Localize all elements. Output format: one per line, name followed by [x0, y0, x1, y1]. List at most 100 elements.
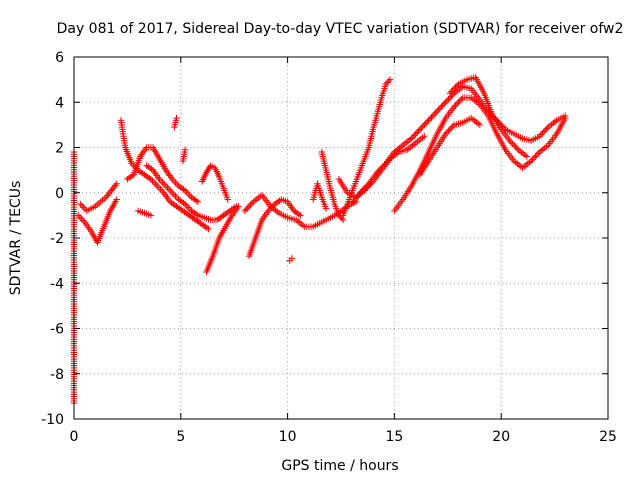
data-point-marker — [218, 213, 226, 220]
data-track — [171, 114, 180, 131]
data-point-marker — [215, 215, 222, 222]
data-point-marker — [182, 209, 190, 217]
data-point-marker — [540, 128, 548, 135]
data-point-marker — [213, 216, 221, 224]
data-point-marker — [173, 203, 180, 210]
data-point-marker — [223, 209, 230, 217]
data-track — [391, 94, 569, 215]
data-point-marker — [439, 102, 447, 109]
y-tick-label: 4 — [55, 95, 64, 111]
data-point-marker — [445, 127, 452, 135]
data-point-marker — [235, 203, 242, 210]
data-track — [416, 114, 484, 178]
data-point-marker — [203, 224, 211, 232]
data-point-marker — [452, 83, 459, 91]
data-point-marker — [530, 154, 538, 162]
data-point-marker — [364, 182, 371, 189]
data-point-marker — [438, 103, 445, 110]
y-tick-label: -2 — [50, 231, 64, 247]
data-point-marker — [386, 76, 394, 83]
y-tick-label: -10 — [41, 412, 64, 428]
data-track — [143, 162, 240, 224]
data-track — [245, 196, 304, 260]
data-point-marker — [446, 90, 454, 97]
data-point-marker — [200, 222, 207, 229]
data-track — [179, 146, 189, 165]
data-point-marker — [197, 220, 204, 227]
data-point-marker — [529, 156, 536, 163]
data-point-marker — [217, 214, 224, 221]
data-point-marker — [138, 169, 145, 176]
data-point-marker — [453, 100, 461, 107]
data-point-marker — [189, 195, 197, 202]
data-point-marker — [412, 130, 419, 138]
data-point-marker — [148, 165, 155, 173]
data-point-marker — [442, 130, 449, 138]
data-point-marker — [359, 186, 367, 193]
axis-ticks: 0 5 10 15 20 25 -10 -8 -6 -4 -2 0 2 4 6 — [41, 50, 617, 445]
data-point-marker — [177, 183, 184, 191]
data-point-marker — [358, 188, 365, 195]
data-point-marker — [224, 196, 231, 203]
data-point-marker — [147, 212, 155, 219]
data-point-marker — [375, 167, 382, 175]
data-point-marker — [523, 153, 531, 160]
data-point-marker — [509, 140, 516, 147]
data-point-marker — [443, 97, 451, 104]
y-tick-label: -4 — [50, 276, 64, 292]
data-point-marker — [361, 185, 368, 192]
data-point-marker — [421, 132, 428, 140]
data-track — [241, 191, 360, 230]
data-point-marker — [455, 99, 462, 106]
data-point-marker — [177, 197, 184, 204]
y-tick-label: 0 — [55, 186, 64, 202]
data-point-marker — [191, 209, 198, 217]
data-point-marker — [245, 203, 253, 210]
data-point-marker — [139, 170, 147, 177]
data-point-marker — [476, 121, 484, 129]
x-tick-label: 0 — [70, 429, 79, 445]
data-track — [75, 196, 120, 246]
data-point-marker — [539, 129, 546, 137]
data-point-marker — [198, 221, 206, 228]
data-point-marker — [408, 135, 415, 142]
data-point-marker — [181, 146, 189, 153]
data-point-marker — [532, 153, 539, 160]
data-point-marker — [189, 208, 197, 216]
data-point-marker — [173, 114, 180, 122]
data-point-marker — [178, 206, 185, 213]
data-point-marker — [290, 207, 298, 215]
data-track — [134, 207, 155, 219]
data-point-marker — [188, 194, 195, 201]
data-point-marker — [542, 126, 549, 134]
data-point-marker — [451, 85, 458, 92]
data-track — [286, 255, 296, 264]
data-track — [446, 74, 531, 160]
data-point-marker — [248, 200, 256, 207]
data-point-marker — [294, 209, 301, 217]
data-point-marker — [179, 207, 187, 215]
data-point-marker — [442, 99, 449, 106]
data-point-marker — [220, 212, 227, 219]
data-point-marker — [192, 216, 199, 224]
data-point-marker — [362, 183, 370, 190]
data-point-marker — [146, 164, 154, 172]
data-point-marker — [506, 137, 513, 144]
data-point-marker — [202, 223, 209, 230]
data-point-marker — [448, 88, 455, 95]
data-point-marker — [448, 124, 455, 132]
data-point-marker — [537, 131, 545, 138]
data-point-marker — [141, 171, 148, 178]
data-point-marker — [295, 211, 303, 218]
x-tick-label: 25 — [599, 429, 617, 445]
data-point-marker — [205, 225, 212, 233]
data-point-marker — [273, 199, 280, 207]
data-point-marker — [193, 211, 200, 218]
data-point-marker — [338, 215, 345, 222]
data-point-marker — [436, 105, 444, 112]
data-point-marker — [125, 174, 133, 182]
data-point-marker — [449, 123, 456, 130]
data-track — [124, 144, 202, 205]
data-point-marker — [433, 108, 441, 115]
data-point-marker — [225, 208, 232, 216]
